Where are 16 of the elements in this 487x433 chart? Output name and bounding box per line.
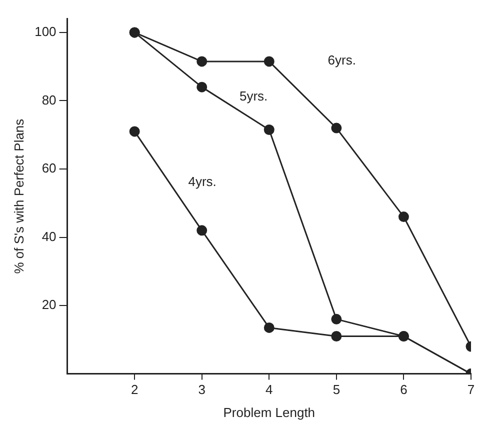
x-tick-label: 5 bbox=[332, 382, 340, 398]
y-tick-label: 100 bbox=[34, 24, 56, 40]
x-axis-title: Problem Length bbox=[223, 404, 316, 420]
y-tick-label: 40 bbox=[42, 228, 56, 244]
x-tick-label: 3 bbox=[198, 382, 206, 398]
text: 6yrs. bbox=[328, 52, 356, 68]
series-label: 4yrs. bbox=[188, 174, 216, 189]
y-tick-label: 60 bbox=[42, 160, 56, 176]
y-tick-label: 80 bbox=[42, 92, 56, 108]
x-tick-label: 4 bbox=[266, 382, 273, 398]
x-tick-label: 6 bbox=[400, 382, 408, 398]
series-label: 5yrs. bbox=[240, 88, 268, 104]
x-tick-label: 7 bbox=[467, 382, 475, 398]
y-axis-title: % of S's with Perfect Plans bbox=[11, 118, 26, 274]
x-tick-label: 2 bbox=[130, 382, 138, 398]
y-tick-label: 20 bbox=[42, 297, 56, 312]
